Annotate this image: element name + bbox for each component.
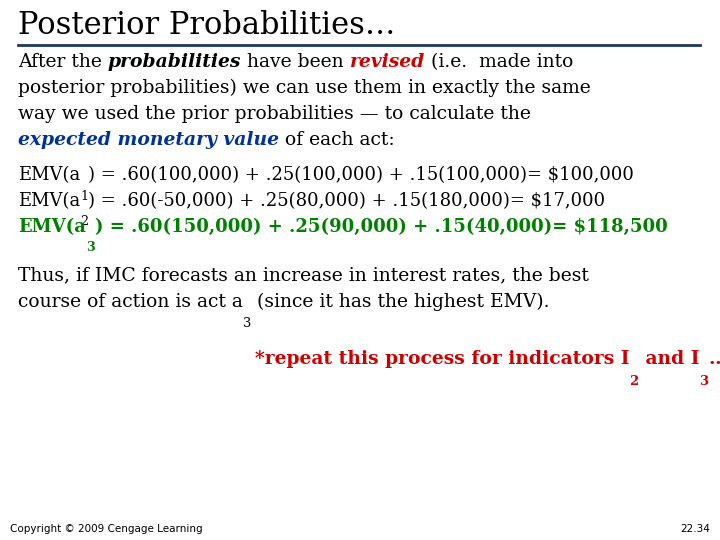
Text: ) = .60(-50,000) + .25(80,000) + .15(180,000)= $17,000: ) = .60(-50,000) + .25(80,000) + .15(180… <box>89 192 606 210</box>
Text: Thus, if IMC forecasts an increase in interest rates, the best: Thus, if IMC forecasts an increase in in… <box>18 267 589 285</box>
Text: EMV(a: EMV(a <box>18 166 80 185</box>
Text: *repeat this process for indicators I: *repeat this process for indicators I <box>255 350 629 368</box>
Text: of each act:: of each act: <box>279 131 395 149</box>
Text: revised: revised <box>350 53 425 71</box>
Text: and I: and I <box>639 350 699 368</box>
Text: ) = .60(150,000) + .25(90,000) + .15(40,000)= $118,500: ) = .60(150,000) + .25(90,000) + .15(40,… <box>94 218 667 235</box>
Text: probabilities: probabilities <box>108 53 241 71</box>
Text: …: … <box>708 350 720 368</box>
Text: posterior probabilities) we can use them in exactly the same: posterior probabilities) we can use them… <box>18 79 590 97</box>
Text: Copyright © 2009 Cengage Learning: Copyright © 2009 Cengage Learning <box>10 524 202 534</box>
Text: 2: 2 <box>80 215 89 228</box>
Text: 3: 3 <box>86 241 94 254</box>
Text: (since it has the highest EMV).: (since it has the highest EMV). <box>251 293 550 311</box>
Text: ) = .60(100,000) + .25(100,000) + .15(100,000)= $100,000: ) = .60(100,000) + .25(100,000) + .15(10… <box>89 166 634 185</box>
Text: EMV(a: EMV(a <box>18 218 86 235</box>
Text: After the: After the <box>18 53 108 71</box>
Text: have been: have been <box>241 53 350 71</box>
Text: course of action is act a: course of action is act a <box>18 293 243 311</box>
Text: EMV(a: EMV(a <box>18 192 80 210</box>
Text: expected monetary value: expected monetary value <box>18 131 279 149</box>
Text: 1: 1 <box>80 190 89 203</box>
Text: 3: 3 <box>699 375 708 388</box>
Text: 22.34: 22.34 <box>680 524 710 534</box>
Text: way we used the prior probabilities — to calculate the: way we used the prior probabilities — to… <box>18 105 531 123</box>
Text: 3: 3 <box>243 317 251 330</box>
Text: 2: 2 <box>629 375 639 388</box>
Text: (i.e.  made into: (i.e. made into <box>425 53 574 71</box>
Text: Posterior Probabilities…: Posterior Probabilities… <box>18 10 395 41</box>
